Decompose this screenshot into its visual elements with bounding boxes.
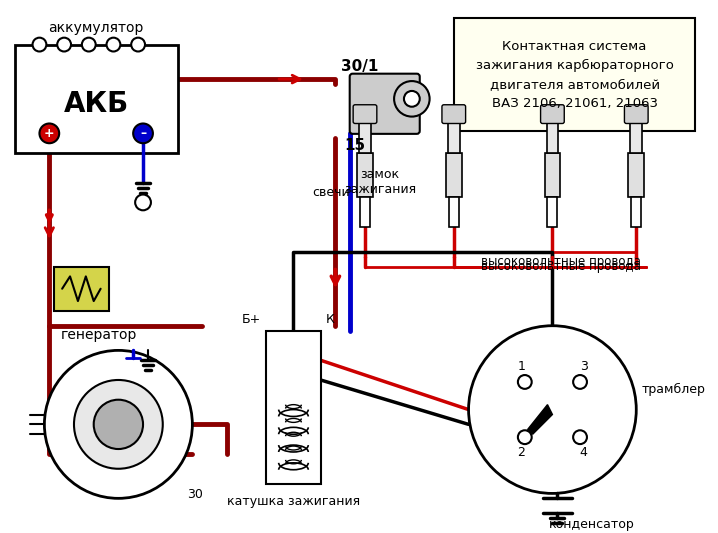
Circle shape [82,38,95,52]
Polygon shape [528,405,552,434]
Bar [55,266,108,311]
Circle shape [518,430,532,444]
Circle shape [404,91,420,107]
Circle shape [32,38,47,52]
Circle shape [469,326,636,494]
Circle shape [39,124,59,143]
Bar [544,153,560,198]
Text: высоковольтные провода: высоковольтные провода [481,255,641,268]
Circle shape [135,195,151,211]
Text: генератор: генератор [60,328,137,343]
Bar [548,198,557,227]
Circle shape [573,375,587,389]
Circle shape [133,124,153,143]
FancyBboxPatch shape [442,105,465,124]
Text: АКБ: АКБ [64,90,129,118]
Text: аккумулятор: аккумулятор [49,21,144,35]
Text: конденсатор: конденсатор [549,518,635,531]
Circle shape [518,375,532,389]
Circle shape [94,400,143,449]
Bar [628,153,644,198]
Text: 15: 15 [345,138,365,154]
FancyBboxPatch shape [625,105,648,124]
Text: 30/1: 30/1 [341,59,379,74]
Bar [359,118,371,153]
Bar [546,118,559,153]
Circle shape [573,430,587,444]
Text: свечи: свечи [312,186,350,199]
Text: Б+: Б+ [242,313,261,326]
Text: +: + [44,127,55,140]
Text: 4: 4 [579,447,587,459]
Text: 1: 1 [517,360,525,373]
Bar [446,153,462,198]
Circle shape [131,38,145,52]
Bar [448,118,460,153]
Text: 2: 2 [517,447,525,459]
Text: К: К [325,313,335,326]
Circle shape [394,81,429,117]
FancyBboxPatch shape [350,74,420,134]
Text: –: – [140,127,146,140]
Text: замок
зажигания: замок зажигания [344,168,416,196]
Circle shape [106,38,121,52]
Circle shape [45,350,192,498]
Text: Контактная система
зажигания карбюраторного
двигателя автомобилей
ВАЗ 2106, 2106: Контактная система зажигания карбюраторн… [476,39,673,110]
Circle shape [57,38,71,52]
Text: 30: 30 [187,488,203,502]
Bar [266,330,321,483]
Text: трамблер: трамблер [641,383,705,397]
Bar [631,198,641,227]
Bar [357,153,373,198]
Bar [454,18,696,132]
Bar [360,198,370,227]
Text: высоковольтные провода: высоковольтные провода [481,260,641,273]
Text: 3: 3 [579,360,587,373]
Bar [449,198,459,227]
Text: катушка зажигания: катушка зажигания [227,495,360,508]
Circle shape [74,380,163,469]
FancyBboxPatch shape [353,105,377,124]
Bar [15,45,177,153]
Bar [630,118,642,153]
FancyBboxPatch shape [541,105,564,124]
